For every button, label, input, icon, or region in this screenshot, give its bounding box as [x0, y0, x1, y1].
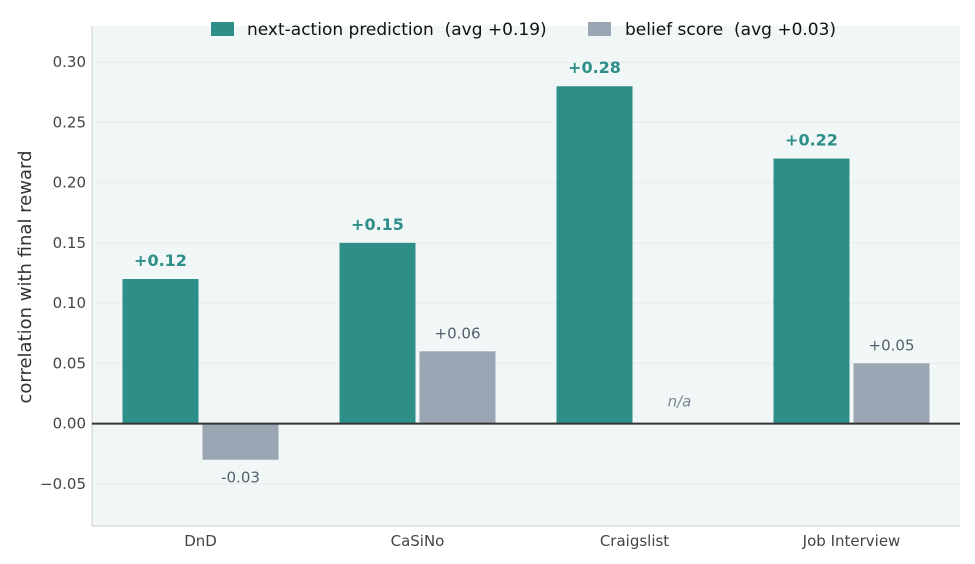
y-tick-label: 0.20: [53, 174, 86, 192]
bar-next-action: [122, 279, 199, 424]
bar-value-labels: +0.12 -0.03 +0.15 +0.06 +0.28 n/a +0.22 +0.05: [134, 58, 914, 486]
bar-label-na: n/a: [668, 393, 692, 411]
bar-belief-score: [419, 351, 496, 424]
bar-label-next-action: +0.22: [785, 131, 838, 150]
axes: [91, 26, 960, 527]
legend-label-belief-score: belief score (avg +0.03): [625, 20, 836, 40]
bar-label-next-action: +0.28: [568, 58, 621, 77]
y-tick-labels: −0.05 0.00 0.05 0.10 0.15 0.20 0.25 0.30: [40, 53, 86, 493]
bar-label-next-action: +0.12: [134, 251, 187, 270]
bar-label-belief-score: +0.05: [869, 336, 915, 354]
y-tick-label: 0.05: [53, 354, 86, 372]
bar-next-action: [773, 158, 850, 424]
y-tick-label: 0.25: [53, 113, 86, 131]
x-tick-label: Job Interview: [802, 532, 901, 550]
y-tick-label: 0.30: [53, 53, 86, 71]
x-tick-labels: DnD CaSiNo Craigslist Job Interview: [184, 532, 900, 550]
bar-belief-score: [202, 423, 279, 460]
bar-next-action: [339, 242, 416, 424]
legend-label-next-action: next-action prediction (avg +0.19): [247, 20, 547, 40]
x-tick-label: CaSiNo: [391, 532, 445, 550]
y-tick-label: 0.15: [53, 234, 86, 252]
x-tick-label: Craigslist: [600, 532, 669, 550]
legend-swatch-next-action: [211, 22, 234, 36]
y-axis-label: correlation with final reward: [15, 150, 36, 403]
bar-label-next-action: +0.15: [351, 215, 404, 234]
bar-label-belief-score: +0.06: [435, 324, 481, 342]
y-tick-label: 0.10: [53, 294, 86, 312]
bar-belief-score: [853, 363, 930, 424]
bars: [122, 86, 930, 460]
bar-label-belief-score: -0.03: [221, 469, 260, 487]
bar-next-action: [556, 86, 633, 424]
y-tick-label: −0.05: [40, 475, 86, 493]
grid-lines: [92, 61, 960, 485]
legend: next-action prediction (avg +0.19) belie…: [211, 20, 836, 40]
legend-swatch-belief-score: [588, 22, 611, 36]
x-tick-label: DnD: [184, 532, 217, 550]
y-tick-label: 0.00: [53, 415, 86, 433]
